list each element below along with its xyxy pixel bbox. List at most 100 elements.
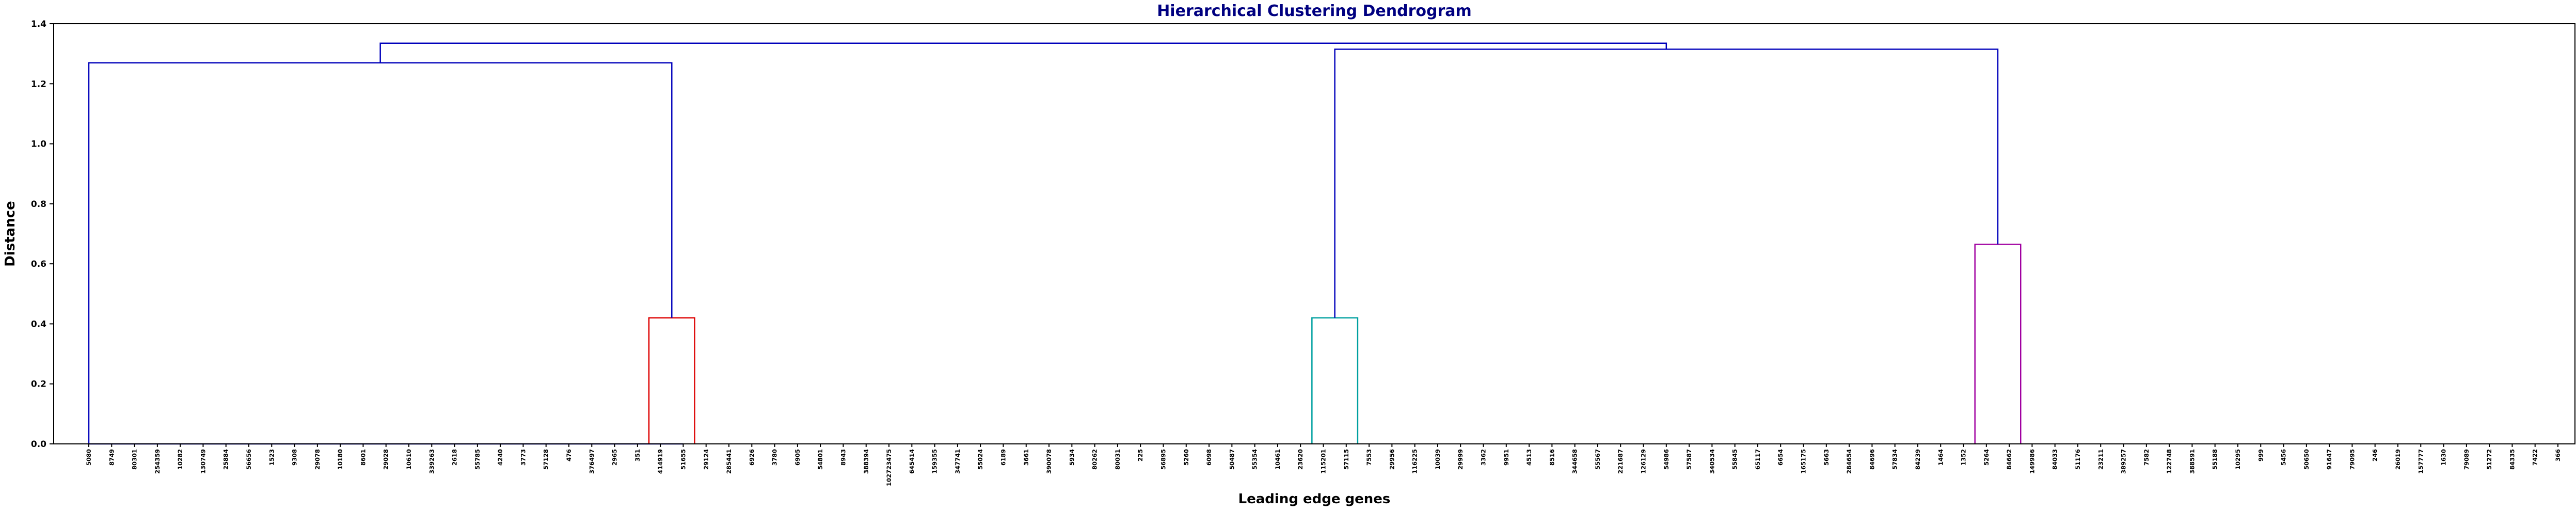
leaf-label: 56656 xyxy=(245,449,252,470)
leaf-label: 10461 xyxy=(1274,449,1281,470)
leaf-label: 115201 xyxy=(1320,449,1327,474)
leaf-label: 3661 xyxy=(1023,449,1030,466)
leaf-label: 149986 xyxy=(2028,449,2036,474)
leaf-label: 645414 xyxy=(908,449,915,474)
leaf-label: 51272 xyxy=(2486,449,2493,470)
leaf-label: 80262 xyxy=(1091,449,1099,470)
leaf-label: 55188 xyxy=(2212,449,2219,470)
leaf-label: 55845 xyxy=(1731,449,1739,470)
dendrogram-link xyxy=(648,317,695,444)
leaf-label: 221687 xyxy=(1617,449,1624,474)
leaf-label: 55024 xyxy=(977,449,984,470)
y-tick-label: 0.6 xyxy=(31,259,46,269)
leaf-label: 347741 xyxy=(954,449,961,474)
leaf-label: 5264 xyxy=(1983,449,1990,466)
leaf-label: 1352 xyxy=(1960,449,1967,466)
leaf-label: 351 xyxy=(634,449,641,461)
leaf-label: 159355 xyxy=(931,449,939,474)
leaf-label: 390078 xyxy=(1045,449,1053,474)
leaf-label: 6098 xyxy=(1205,449,1213,466)
leaf-label: 51176 xyxy=(2074,449,2081,470)
leaf-label: 8601 xyxy=(359,449,367,466)
leaf-label: 7582 xyxy=(2143,449,2150,466)
leaf-label: 344658 xyxy=(1571,449,1579,474)
leaf-label: 3780 xyxy=(771,449,778,466)
leaf-label: 57834 xyxy=(1891,449,1899,470)
leaf-label: 84239 xyxy=(1914,449,1921,470)
leaf-label: 10610 xyxy=(405,449,412,470)
leaf-label: 10039 xyxy=(1434,449,1441,470)
leaf-label: 50650 xyxy=(2303,449,2310,470)
leaf-label: 54801 xyxy=(817,449,824,470)
leaf-label: 10180 xyxy=(337,449,344,470)
leaf-label: 57128 xyxy=(543,449,550,470)
dendrogram-link xyxy=(88,62,673,444)
leaf-label: 476 xyxy=(565,449,573,461)
leaf-label: 55785 xyxy=(474,449,481,470)
leaf-label: 29028 xyxy=(383,449,390,470)
leaf-label: 389257 xyxy=(2120,449,2127,474)
leaf-label: 3362 xyxy=(1480,449,1487,466)
leaf-label: 84662 xyxy=(2006,449,2013,470)
leaf-label: 246 xyxy=(2372,449,2379,461)
leaf-label: 4240 xyxy=(497,449,504,466)
dendrogram-link xyxy=(1311,317,1359,444)
plot-frame xyxy=(53,23,2575,444)
y-axis-ticks: 0.0 0.2 0.4 0.6 0.8 1.0 1.2 1.4 xyxy=(31,19,54,450)
leaf-label: 29124 xyxy=(703,449,710,470)
leaf-label: 285441 xyxy=(725,449,733,474)
y-tick-label: 1.2 xyxy=(31,79,46,89)
leaf-label: 414919 xyxy=(657,449,664,474)
leaf-label: 8516 xyxy=(1548,449,1555,466)
leaf-label: 6654 xyxy=(1777,449,1784,466)
leaf-label: 2965 xyxy=(611,449,618,466)
leaf-label: 284654 xyxy=(1846,449,1853,474)
y-axis-label: Distance xyxy=(3,201,18,267)
leaf-label: 8943 xyxy=(839,449,847,466)
leaf-label: 51655 xyxy=(679,449,687,470)
leaf-label: 79095 xyxy=(2348,449,2356,470)
leaf-label: 23211 xyxy=(2097,449,2104,470)
leaf-label: 5456 xyxy=(2280,449,2287,466)
leaf-label: 84696 xyxy=(1868,449,1875,470)
leaf-label: 5260 xyxy=(1183,449,1190,466)
leaf-label: 1523 xyxy=(268,449,275,466)
leaf-label: 10295 xyxy=(2234,449,2241,470)
leaf-label: 57587 xyxy=(1685,449,1693,470)
leaf-label: 122748 xyxy=(2166,449,2173,474)
dendrogram-link xyxy=(1334,49,1999,318)
leaf-label: 3773 xyxy=(519,449,527,466)
dendrogram-link xyxy=(1974,244,2022,444)
leaf-label: 366 xyxy=(2554,449,2562,461)
leaf-label: 23620 xyxy=(1297,449,1304,470)
y-tick-label: 0.4 xyxy=(31,319,46,329)
leaf-label: 10282 xyxy=(177,449,184,470)
leaf-label: 999 xyxy=(2257,449,2264,461)
leaf-label: 6189 xyxy=(999,449,1007,466)
leaf-label: 80301 xyxy=(131,449,138,470)
leaf-label: 339263 xyxy=(428,449,435,474)
leaf-label: 55567 xyxy=(1594,449,1601,470)
leaf-label: 54986 xyxy=(1663,449,1670,470)
leaf-label: 56895 xyxy=(1159,449,1167,470)
leaf-label: 6905 xyxy=(794,449,801,466)
y-tick-label: 0.8 xyxy=(31,199,46,210)
y-tick-label: 1.0 xyxy=(31,139,46,150)
leaf-label: 29999 xyxy=(1457,449,1464,470)
leaf-label: 340534 xyxy=(1708,449,1715,474)
leaf-label: 9308 xyxy=(291,449,298,466)
leaf-label: 79089 xyxy=(2463,449,2470,470)
leaf-label: 5080 xyxy=(85,449,92,466)
leaf-label: 2618 xyxy=(451,449,458,466)
leaf-label: 376497 xyxy=(588,449,595,474)
dendrogram-links xyxy=(88,42,2022,445)
leaf-label: 7422 xyxy=(2532,449,2539,466)
leaf-label: 91647 xyxy=(2326,449,2333,470)
leaf-label: 157777 xyxy=(2417,449,2424,474)
leaf-label: 9951 xyxy=(1503,449,1510,466)
leaf-label: 6926 xyxy=(748,449,755,466)
leaf-label: 57115 xyxy=(1343,449,1350,470)
leaf-label: 254359 xyxy=(154,449,161,474)
leaf-label: 84335 xyxy=(2508,449,2516,470)
